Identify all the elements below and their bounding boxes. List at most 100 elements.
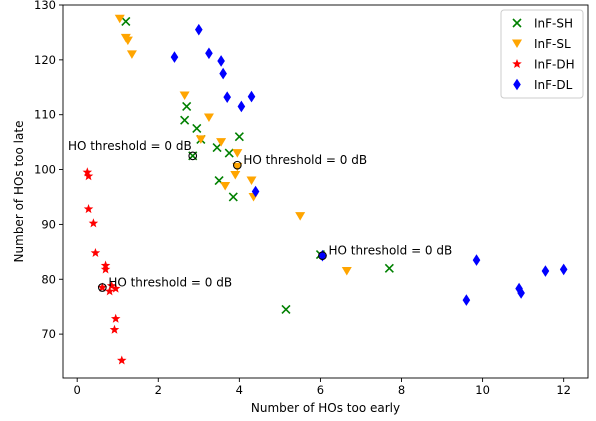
- data-point-inf-sl: [220, 182, 231, 191]
- data-point-inf-sl: [232, 162, 243, 172]
- data-point-inf-dl: [251, 185, 260, 198]
- marker-stroke: [214, 175, 224, 186]
- data-point-inf-dh: [90, 247, 101, 257]
- marker-stroke: [384, 263, 394, 273]
- legend-marker-inf-sh: [512, 18, 522, 28]
- threshold-marker: [318, 251, 327, 261]
- data-point-inf-sh: [121, 16, 131, 27]
- data-point-inf-dh: [106, 280, 117, 290]
- data-point-inf-sh: [180, 115, 190, 125]
- data-point-inf-dh: [100, 264, 111, 274]
- data-point-inf-dl: [541, 265, 550, 277]
- data-point-inf-sl: [114, 14, 125, 24]
- data-point-inf-sh: [192, 123, 202, 133]
- data-point-inf-sl: [126, 50, 137, 59]
- data-point-inf-sh: [182, 101, 192, 112]
- data-point-inf-sl: [122, 36, 133, 46]
- data-point-inf-sh: [281, 304, 291, 314]
- legend-label-inf-dl: InF-DL: [534, 78, 573, 92]
- marker-stroke: [182, 101, 192, 112]
- data-point-inf-dh: [109, 324, 120, 334]
- data-point-inf-dl: [219, 67, 227, 80]
- data-point-inf-dl: [217, 55, 225, 67]
- data-point-inf-dh: [83, 171, 94, 181]
- data-point-inf-sh: [384, 263, 394, 273]
- y-tick-label: 110: [34, 108, 56, 122]
- data-point-inf-dl: [170, 51, 179, 63]
- data-point-inf-sl: [232, 149, 243, 158]
- annotation-label: HO threshold = 0 dB: [108, 275, 232, 289]
- data-point-inf-dl: [205, 47, 213, 60]
- data-point-inf-dl: [515, 282, 523, 295]
- legend-marker-inf-dh: [512, 59, 522, 69]
- data-point-inf-dh: [110, 283, 121, 293]
- x-tick-label: 4: [236, 383, 243, 397]
- data-point-inf-dl: [195, 23, 203, 36]
- data-point-inf-sh: [228, 192, 238, 202]
- data-point-inf-dh: [97, 282, 108, 292]
- y-tick-label: 100: [34, 163, 56, 177]
- marker-stroke: [121, 16, 131, 27]
- data-point-inf-dh: [88, 218, 99, 228]
- legend-label-inf-sl: InF-SL: [534, 37, 571, 51]
- y-tick-label: 70: [41, 327, 56, 341]
- marker-stroke: [512, 18, 522, 28]
- data-point-inf-sl: [341, 267, 352, 276]
- series-inf-sh: [121, 16, 394, 314]
- data-point-inf-dl: [223, 91, 231, 103]
- data-point-inf-dl: [237, 100, 246, 113]
- annotation-label: HO threshold = 0 dB: [328, 244, 452, 258]
- x-tick-label: 0: [74, 383, 81, 397]
- data-point-inf-sh: [224, 148, 234, 158]
- data-point-inf-sl: [203, 113, 214, 122]
- x-tick-label: 6: [317, 383, 324, 397]
- legend: InF-SH InF-SL InF-DH InF-DL: [500, 9, 584, 99]
- legend-label-inf-dh: InF-DH: [534, 58, 575, 72]
- data-point-inf-dh: [83, 204, 94, 214]
- marker-stroke: [192, 123, 202, 133]
- data-point-inf-sl: [246, 176, 257, 186]
- marker-stroke: [180, 115, 190, 125]
- threshold-marker: [97, 283, 107, 292]
- marker-stroke: [234, 132, 244, 142]
- marker-stroke: [281, 304, 291, 314]
- data-point-inf-dh: [117, 355, 127, 365]
- series-inf-sl: [114, 14, 352, 276]
- data-point-inf-sl: [230, 171, 241, 180]
- x-axis-label: Number of HOs too early: [251, 401, 400, 415]
- data-point-inf-dh: [104, 286, 115, 296]
- y-tick-label: 130: [34, 0, 56, 12]
- annotation-label: HO threshold = 0 dB: [243, 153, 367, 167]
- data-point-inf-sl: [295, 212, 306, 221]
- data-point-inf-dl: [517, 287, 525, 299]
- data-point-inf-sh: [212, 143, 222, 153]
- marker-stroke: [212, 143, 222, 153]
- data-point-inf-dh: [110, 313, 121, 323]
- marker-stroke: [228, 192, 238, 202]
- data-point-inf-dh: [82, 167, 93, 177]
- y-tick-label: 90: [41, 217, 56, 231]
- legend-label-inf-sh: InF-SH: [534, 17, 573, 31]
- threshold-marker: [232, 160, 242, 170]
- plot-area: 0 2 4 6 8 10 12 70 80 90 100 110 120 130 HO threshold …: [34, 0, 589, 397]
- legend-marker-inf-sl: [512, 39, 522, 48]
- y-axis-label: Number of HOs too late: [12, 121, 26, 263]
- data-point-inf-dl: [559, 263, 568, 276]
- y-tick-label: 80: [41, 272, 56, 286]
- marker-stroke: [224, 148, 234, 158]
- data-point-inf-sl: [216, 138, 227, 147]
- legend-marker-inf-dl: [513, 78, 521, 91]
- data-point-inf-sl: [195, 135, 206, 144]
- data-point-inf-sl: [179, 91, 190, 101]
- annotation-label: HO threshold = 0 dB: [68, 139, 192, 153]
- axes-frame: [62, 4, 589, 379]
- data-point-inf-dl: [472, 254, 481, 266]
- x-tick-label: 2: [155, 383, 162, 397]
- threshold-marker: [188, 151, 198, 161]
- x-tick-label: 12: [556, 383, 571, 397]
- data-point-inf-dl: [247, 90, 256, 103]
- legend-frame: [500, 9, 584, 99]
- x-tick-label: 8: [398, 383, 405, 397]
- data-point-inf-dl: [462, 294, 471, 306]
